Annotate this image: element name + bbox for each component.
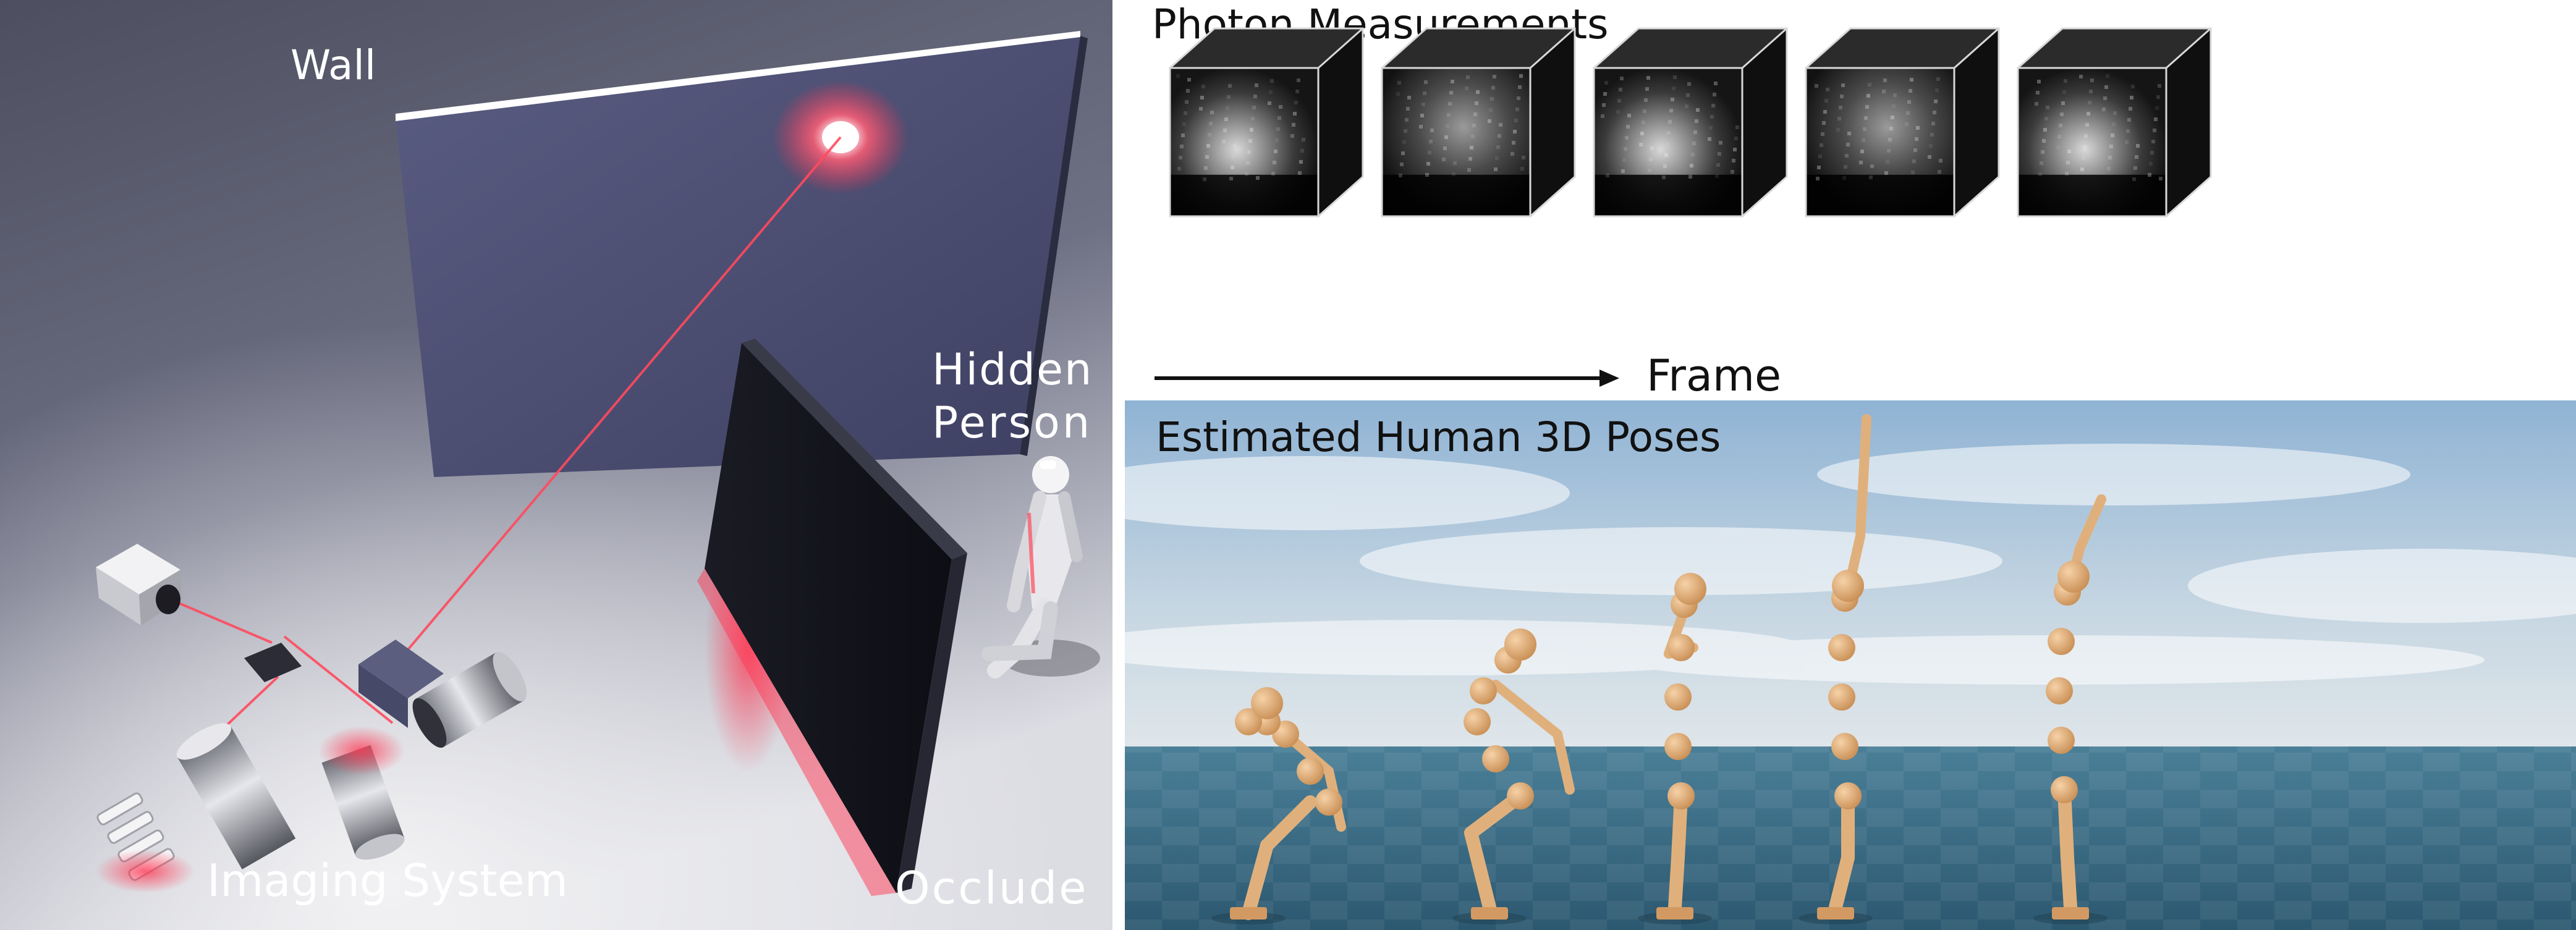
measurement-cube — [1169, 27, 1364, 218]
hidden-person-label-line1: Hidden — [932, 344, 1093, 395]
pose-figure — [1638, 573, 1712, 924]
imaging-system-label: Imaging System — [207, 855, 568, 907]
wall-label: Wall — [290, 41, 376, 89]
measurement-cubes — [1169, 27, 2212, 218]
pose-figure — [2033, 494, 2108, 924]
estimated-poses-title: Estimated Human 3D Poses — [1156, 413, 1721, 461]
pose-figure — [1799, 414, 1873, 924]
pose-figure — [1452, 628, 1575, 924]
frame-label: Frame — [1646, 350, 1781, 395]
estimated-poses-panel: Estimated Human 3D Poses — [1125, 400, 2576, 930]
pose-figures — [1211, 414, 2108, 924]
measurement-cube — [1593, 27, 1788, 218]
frame-arrow-head — [1599, 370, 1619, 387]
nlos-scene-panel: Wall Hidden Person Imaging System Occlud… — [0, 0, 1112, 930]
pose-figure — [1211, 687, 1346, 924]
hidden-person-label-line2: Person — [932, 397, 1092, 448]
occluder-label: Occlude — [895, 862, 1088, 914]
estimated-poses-figure: Estimated Human 3D Poses — [1125, 400, 2576, 930]
measurement-cube — [2017, 27, 2212, 218]
scene-illustration: Wall Hidden Person Imaging System Occlud… — [0, 0, 1112, 930]
measurement-cube — [1805, 27, 2000, 218]
measurement-cube — [1381, 27, 1576, 218]
laser-beam — [172, 136, 842, 730]
hidden-person-figure — [981, 456, 1100, 678]
occluder-screen — [697, 339, 967, 896]
imaging-system — [96, 544, 527, 893]
relay-wall — [396, 31, 1088, 477]
photon-measurements-panel: Photon Measurements Frame — [1117, 0, 2576, 395]
photon-measurements-figure: Photon Measurements Frame — [1152, 1, 2212, 395]
